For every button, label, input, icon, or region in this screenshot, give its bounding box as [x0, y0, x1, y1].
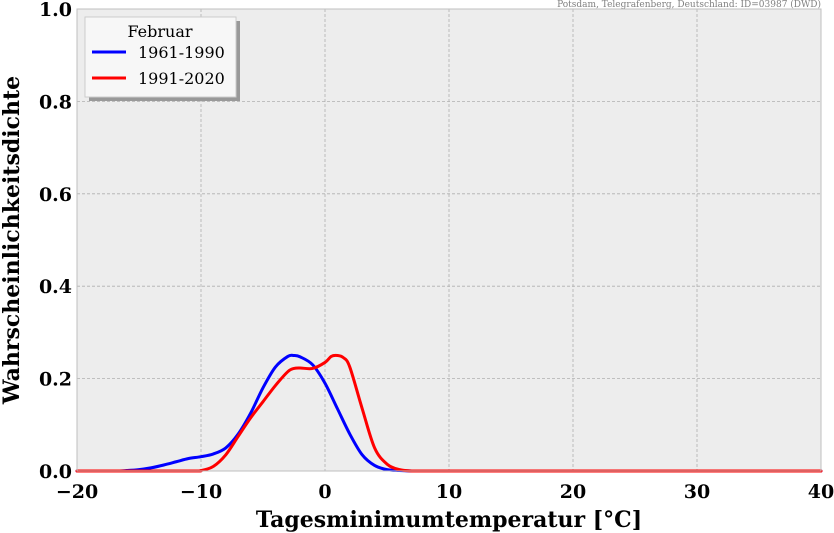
x-ticks: −20 −10 0 10 20 30 40 [56, 481, 834, 503]
legend-title: Februar [127, 22, 192, 41]
source-note: Potsdam, Telegrafenberg, Deutschland: ID… [557, 0, 821, 10]
y-axis-title: Wahrscheinlichkeitsdichte [0, 76, 25, 405]
plot-frame [76, 8, 822, 472]
y-tick-label: 0.0 [39, 461, 72, 483]
y-ticks: 0.0 0.2 0.4 0.6 0.8 1.0 [39, 0, 72, 483]
legend-box [84, 16, 237, 98]
x-tick-label: 30 [684, 481, 710, 503]
x-tick-label: 20 [560, 481, 586, 503]
legend: Februar 1961-1990 1991-2020 [84, 16, 240, 101]
x-axis-title: Tagesminimumtemperatur [°C] [256, 507, 642, 533]
x-tick-label: 10 [436, 481, 462, 503]
x-tick-label: −20 [56, 481, 98, 503]
x-tick-label: 0 [318, 481, 331, 503]
y-tick-label: 0.2 [39, 369, 72, 391]
legend-items: 1961-1990 1991-2020 [92, 43, 225, 88]
y-tick-label: 0.8 [39, 91, 72, 113]
y-tick-label: 1.0 [39, 0, 72, 21]
y-tick-label: 0.4 [39, 276, 72, 298]
legend-label: 1991-2020 [138, 69, 225, 88]
x-tick-label: 40 [808, 481, 834, 503]
legend-label: 1961-1990 [138, 43, 225, 62]
y-tick-label: 0.6 [39, 184, 72, 206]
x-tick-label: −10 [180, 481, 222, 503]
